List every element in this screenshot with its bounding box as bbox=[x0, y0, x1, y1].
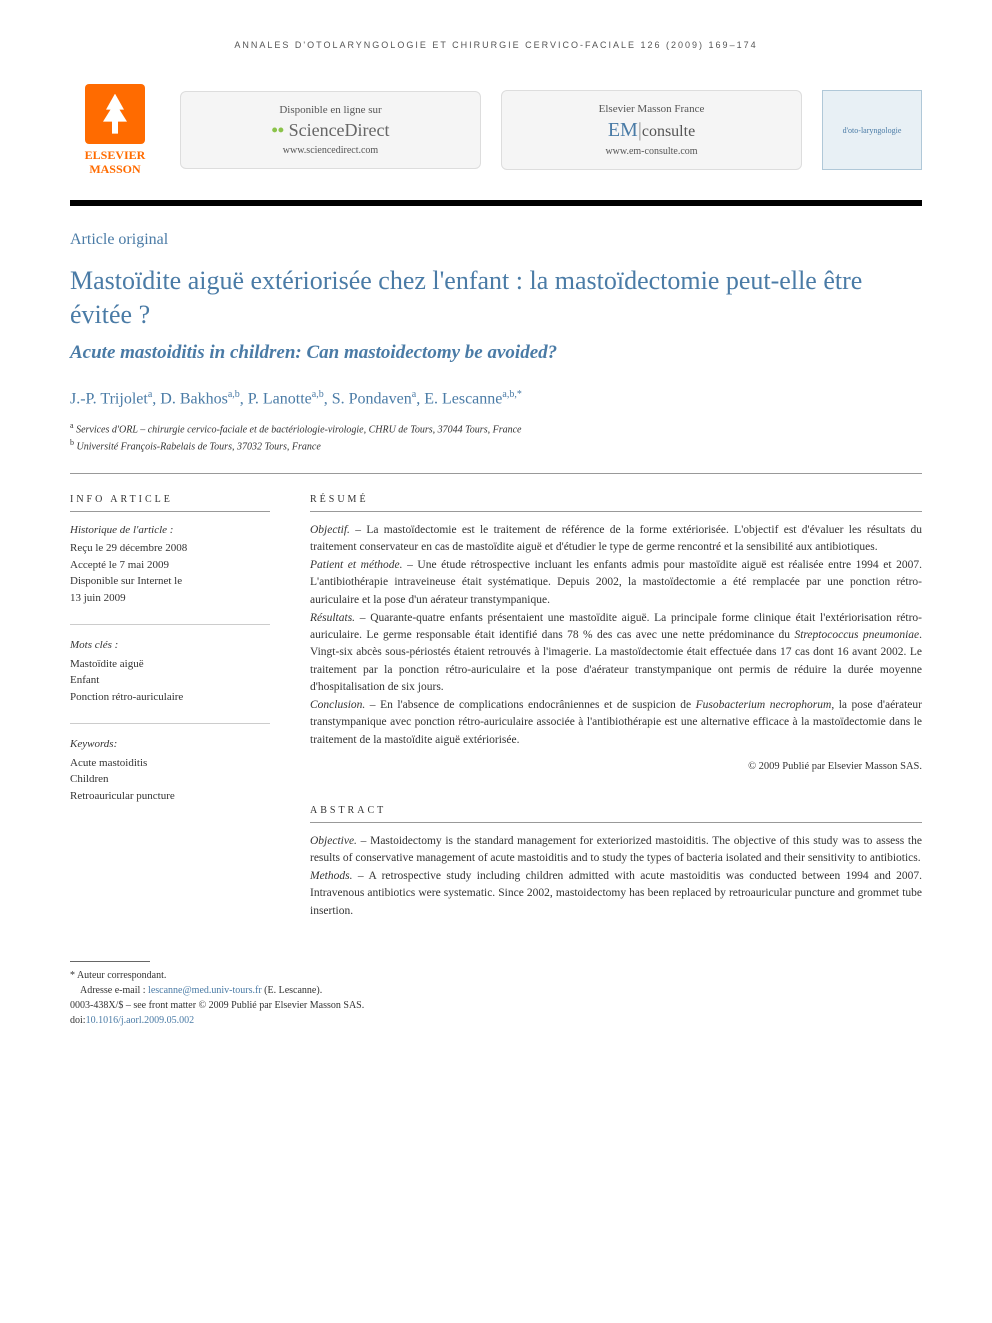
mots-cles: Mots clés : Mastoïdite aiguëEnfantPoncti… bbox=[70, 637, 270, 705]
sciencedirect-brand: •• ScienceDirect bbox=[201, 120, 460, 141]
footer: * Auteur correspondant. Adresse e-mail :… bbox=[70, 961, 922, 1028]
resume-copyright: © 2009 Publié par Elsevier Masson SAS. bbox=[310, 759, 922, 775]
author-list: J.-P. Trijoleta, D. Bakhosa,b, P. Lanott… bbox=[70, 389, 922, 408]
article-title-french: Mastoïdite aiguë extériorisée chez l'enf… bbox=[70, 264, 922, 332]
sciencedirect-box: Disponible en ligne sur •• ScienceDirect… bbox=[180, 91, 481, 169]
corresponding-email: Adresse e-mail : lescanne@med.univ-tours… bbox=[70, 983, 922, 998]
abstract-body: Objective. – Mastoidectomy is the standa… bbox=[310, 833, 922, 920]
divider bbox=[70, 624, 270, 625]
email-link[interactable]: lescanne@med.univ-tours.fr bbox=[148, 985, 262, 996]
section-rule bbox=[70, 473, 922, 474]
abstract-heading: ABSTRACT bbox=[310, 805, 922, 823]
online-label: Disponible en ligne sur bbox=[201, 104, 460, 116]
publisher-logo: ELSEVIER MASSON bbox=[70, 80, 160, 180]
resume-heading: RÉSUMÉ bbox=[310, 494, 922, 512]
keywords: Keywords: Acute mastoiditisChildrenRetro… bbox=[70, 736, 270, 804]
emconsulte-brand: EM|consulte bbox=[522, 119, 781, 142]
sciencedirect-url[interactable]: www.sciencedirect.com bbox=[201, 145, 460, 156]
elsevier-tree-icon bbox=[85, 84, 145, 144]
issn-line: 0003-438X/$ – see front matter © 2009 Pu… bbox=[70, 998, 922, 1013]
emconsulte-url[interactable]: www.em-consulte.com bbox=[522, 146, 781, 157]
footnote-rule bbox=[70, 961, 150, 962]
header-rule bbox=[70, 200, 922, 206]
emconsulte-box: Elsevier Masson France EM|consulte www.e… bbox=[501, 90, 802, 170]
doi-line: doi:10.1016/j.aorl.2009.05.002 bbox=[70, 1013, 922, 1028]
publisher-name: ELSEVIER MASSON bbox=[85, 148, 146, 177]
journal-cover-badge: d'oto-laryngologie bbox=[822, 90, 922, 170]
article-history: Historique de l'article : Reçu le 29 déc… bbox=[70, 522, 270, 607]
online-label: Elsevier Masson France bbox=[522, 103, 781, 115]
journal-citation-header: ANNALES D'OTOLARYNGOLOGIE ET CHIRURGIE C… bbox=[70, 40, 922, 50]
article-title-english: Acute mastoiditis in children: Can masto… bbox=[70, 342, 922, 364]
info-article-heading: INFO ARTICLE bbox=[70, 494, 270, 512]
corresponding-author: * Auteur correspondant. bbox=[70, 968, 922, 983]
top-banner: ELSEVIER MASSON Disponible en ligne sur … bbox=[70, 70, 922, 190]
divider bbox=[70, 723, 270, 724]
resume-body: Objectif. – La mastoïdectomie est le tra… bbox=[310, 522, 922, 775]
article-type: Article original bbox=[70, 231, 922, 249]
affiliations: a Services d'ORL – chirurgie cervico-fac… bbox=[70, 420, 922, 455]
doi-link[interactable]: 10.1016/j.aorl.2009.05.002 bbox=[86, 1015, 195, 1026]
